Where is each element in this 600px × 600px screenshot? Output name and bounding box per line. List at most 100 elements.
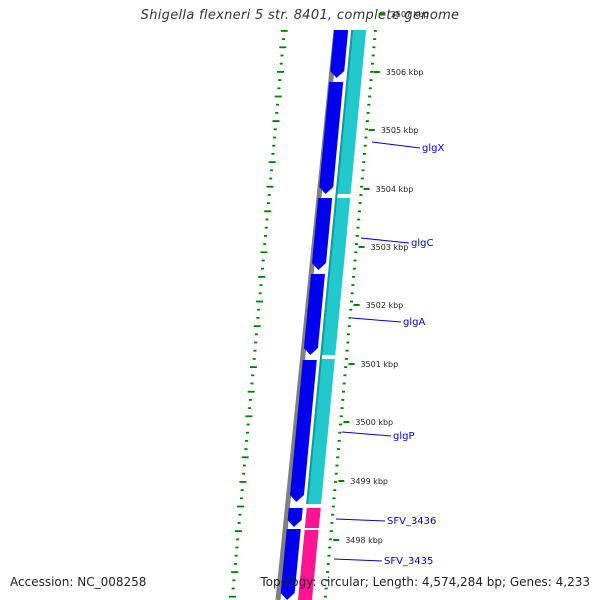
gc-skew-tick [326, 563, 330, 565]
gc-tick [266, 185, 274, 188]
reverse-gene-1 [336, 30, 367, 194]
gc-tick [280, 54, 284, 57]
scale-ticks: 3507 kbp 3506 kbp 3505 kbp 3504 kbp 3503 kbp… [333, 10, 428, 545]
gc-tick [275, 112, 279, 114]
gc-tick [237, 522, 241, 524]
gc-tick [259, 284, 263, 286]
gc-skew-tick [347, 325, 351, 327]
gc-skew-tick [348, 317, 352, 319]
gc-tick [233, 563, 237, 565]
forward-gene-2 [319, 82, 344, 194]
gc-skew-tick [364, 136, 368, 139]
gc-skew-tick [351, 284, 355, 286]
gc-skew-tick [357, 210, 361, 213]
gc-skew-tick [357, 218, 361, 221]
forward-gene-1 [330, 30, 349, 78]
gc-skew-tick [342, 382, 346, 385]
gc-tick [276, 71, 284, 73]
scale-tick-mark [333, 539, 340, 541]
gc-skew-tick [345, 349, 349, 352]
gc-tick [236, 538, 240, 541]
gc-tick [249, 366, 257, 368]
gc-skew-tick [344, 366, 348, 368]
gene-leader-line [360, 237, 410, 244]
gc-skew-tick [372, 46, 376, 49]
gc-content-track [228, 30, 288, 598]
gc-skew-tick [333, 489, 337, 491]
reverse-gene-2 [321, 198, 351, 355]
gc-tick [279, 46, 287, 49]
gc-tick [248, 407, 252, 409]
gc-tick [278, 79, 282, 81]
gc-skew-tick [370, 71, 374, 73]
gc-skew-tick [339, 415, 343, 418]
gc-skew-tick [352, 276, 356, 278]
gc-tick [272, 144, 276, 147]
scale-tick-label: 3501 kbp [360, 360, 398, 369]
accession-label: Accession: NC_008258 [10, 575, 147, 589]
gc-skew-tick [362, 161, 366, 163]
gc-tick [264, 210, 272, 213]
gc-tick [265, 218, 269, 221]
reverse-strand-track [298, 29, 367, 600]
gc-tick [281, 38, 285, 40]
gc-skew-tick [366, 112, 370, 114]
gc-tick [242, 464, 246, 467]
gc-skew-tick [370, 62, 374, 65]
gene-labels: glgX glgC glgA glgP SFV_3436 SFV_3435 [333, 141, 444, 567]
gene-label-glgp: glgP [393, 431, 415, 442]
gc-tick [253, 349, 257, 352]
scale-tick-mark [368, 129, 375, 131]
gc-tick [258, 276, 266, 278]
gene-leader-line [333, 558, 383, 562]
gc-tick [245, 440, 249, 442]
gc-skew-tick [341, 390, 345, 393]
gc-skew-tick [334, 481, 338, 483]
gc-skew-tick [355, 235, 359, 237]
scale-tick-label: 3503 kbp [371, 243, 409, 252]
gc-tick [255, 300, 263, 303]
scale-tick-mark [353, 304, 360, 306]
gc-skew-tick [343, 374, 347, 377]
gene-label-sfv_3435: SFV_3435 [384, 556, 433, 567]
scale-tick-mark [343, 421, 350, 423]
gene-leader-line [335, 518, 386, 522]
gene-leader-line [341, 431, 392, 437]
scale-tick-label: 3500 kbp [355, 418, 393, 427]
gc-skew-tick [328, 546, 332, 549]
gc-tick [254, 333, 258, 336]
gc-skew-tick [349, 308, 353, 311]
gc-skew-tick [339, 423, 343, 426]
scale-tick-mark [348, 363, 355, 365]
gc-skew-tick [324, 587, 328, 590]
gc-tick [248, 399, 252, 401]
gc-skew-tick [336, 456, 340, 459]
gc-tick [246, 423, 250, 426]
gc-tick [231, 587, 235, 590]
scale-tick-label: 3506 kbp [386, 68, 424, 77]
gc-skew-tick [373, 38, 377, 40]
gc-tick [237, 505, 245, 508]
gc-skew-tick [347, 333, 351, 336]
gc-skew-tick [355, 243, 359, 245]
gc-skew-tick [368, 95, 372, 98]
gc-tick [231, 571, 239, 573]
gc-skew-tick [362, 153, 366, 155]
gc-tick [272, 120, 280, 122]
gc-skew-tick [325, 579, 329, 582]
gc-tick [258, 292, 262, 295]
gc-skew-tick [344, 358, 348, 360]
gc-tick [269, 169, 273, 172]
gc-skew-tick [331, 505, 335, 508]
forward-gene-3 [312, 198, 333, 270]
gc-skew-tick [335, 464, 339, 467]
gc-tick [242, 472, 246, 475]
gc-skew-tick [352, 267, 356, 270]
scale-tick-label: 3502 kbp [366, 301, 404, 310]
gc-skew-tick [365, 128, 369, 131]
gc-skew-tick [326, 571, 330, 573]
map-title: Shigella flexneri 5 str. 8401, complete … [140, 8, 460, 23]
gc-tick [271, 153, 275, 155]
